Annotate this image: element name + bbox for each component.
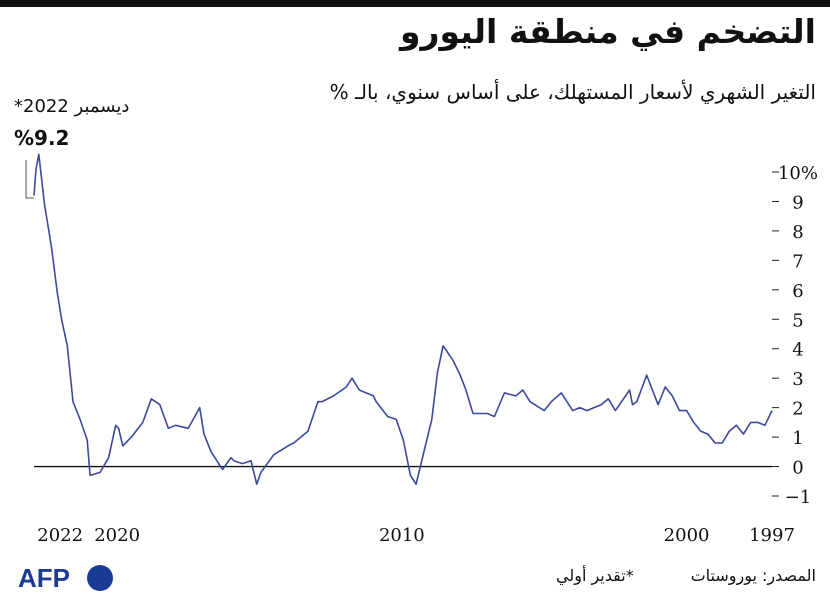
y-tick-label: 5 (792, 310, 803, 331)
afp-logo: AFP (18, 563, 113, 593)
x-tick-label: 2010 (379, 525, 425, 546)
y-tick-label: 9 (792, 192, 803, 213)
source-note: المصدر: يوروستات (690, 566, 816, 585)
y-tick-label: 2 (792, 399, 803, 420)
x-tick-label: 1997 (749, 525, 795, 546)
y-tick-label: 4 (792, 340, 803, 361)
y-tick-label: 0 (792, 458, 803, 479)
y-tick-label: 8 (792, 222, 803, 243)
y-tick-label: 6 (792, 281, 803, 302)
axis-layer: 10% 9 8 7 6 5 4 3 2 1 0 −1 1997 2000 2010 2020 2022 (25, 160, 818, 546)
annotation-bracket (25, 160, 34, 199)
y-tick-label: −1 (785, 487, 812, 508)
series-line (33, 153, 773, 485)
y-tick-label: 7 (792, 251, 803, 272)
x-tick-label: 2000 (664, 525, 710, 546)
chart-title: التضخم في منطقة اليورو (400, 12, 816, 51)
top-bar (0, 0, 830, 7)
series-layer (33, 153, 773, 485)
y-tick-label: 3 (792, 369, 803, 390)
annotation-date: ديسمبر 2022* (14, 96, 130, 117)
afp-logo-dot (87, 565, 113, 591)
y-tick-label: 10% (778, 163, 818, 184)
chart-subtitle: التغير الشهري لأسعار المستهلك، على أساس … (329, 80, 816, 104)
x-tick-label: 2020 (94, 525, 140, 546)
y-tick-label: 1 (792, 428, 803, 449)
annotation-value: %9.2 (14, 126, 70, 150)
x-tick-label: 2022 (37, 525, 83, 546)
estimate-note: *تقدير أولي (556, 566, 634, 585)
afp-logo-text: AFP (18, 563, 70, 593)
